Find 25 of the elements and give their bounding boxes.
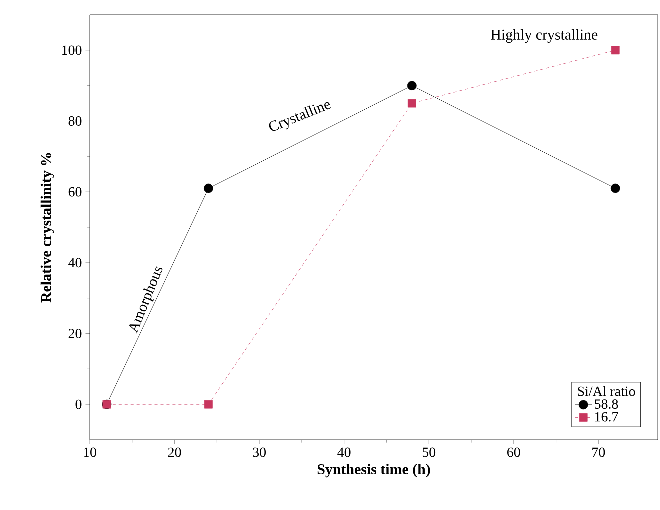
x-tick-label: 20 — [168, 448, 182, 458]
x-tick-label: 40 — [338, 448, 351, 458]
y-tick-label: 40 — [68, 258, 82, 268]
legend-label: 58.8 — [595, 400, 618, 410]
point — [610, 184, 620, 194]
y-tick-label: 60 — [68, 187, 82, 197]
point — [611, 46, 620, 55]
annotation: Highly crystalline — [491, 29, 598, 44]
y-tick-label: 80 — [68, 116, 82, 126]
x-tick-label: 60 — [508, 448, 520, 458]
x-tick-label: 70 — [592, 448, 606, 458]
x-tick-label: 50 — [422, 448, 436, 458]
y-tick-label: 20 — [68, 329, 82, 338]
point — [204, 184, 214, 194]
x-tick-label: 30 — [253, 448, 266, 458]
y-axis-title: Relative crystallinity % — [40, 153, 54, 303]
point — [204, 400, 213, 409]
point — [408, 99, 416, 108]
x-tick-label: 10 — [84, 448, 96, 458]
x-axis-title: Synthesis time (h) — [318, 464, 430, 478]
y-tick-label: 100 — [62, 46, 82, 56]
legend-title: Si/Al ratio — [578, 386, 636, 396]
point — [407, 81, 417, 91]
y-tick-label: 0 — [76, 400, 82, 410]
legend-label: 16.7 — [596, 412, 618, 422]
